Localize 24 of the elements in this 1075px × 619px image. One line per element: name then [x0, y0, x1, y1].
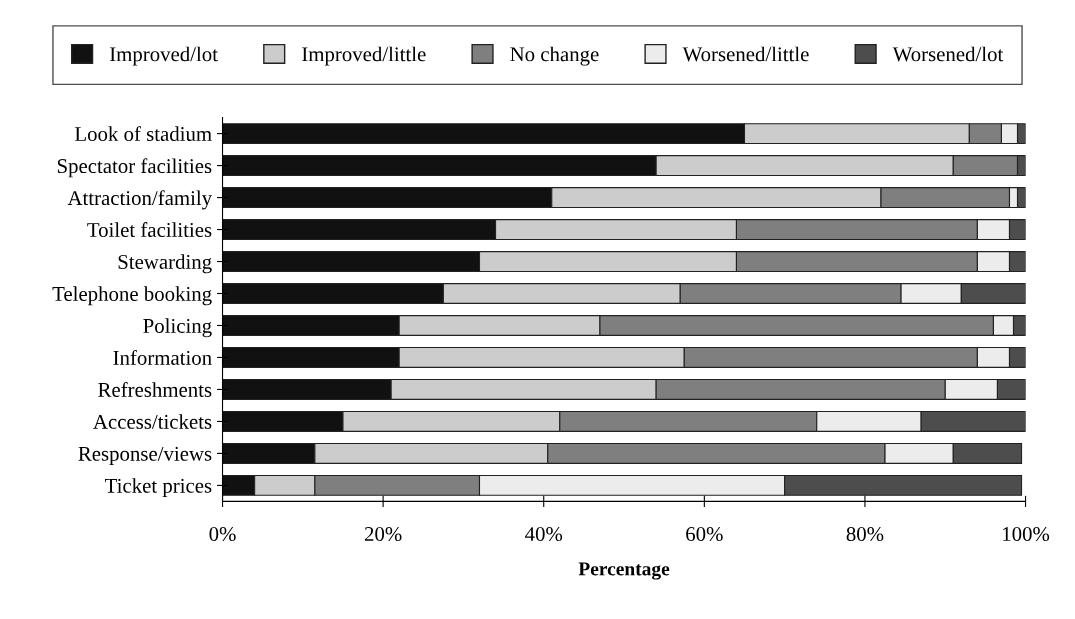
y-tick-label: Information — [113, 350, 212, 365]
y-tick-label: Attraction/family — [67, 190, 213, 210]
x-tick-label: 0% — [209, 526, 236, 542]
y-tick-label: Toilet facilities — [87, 222, 212, 237]
legend-label: No change — [510, 46, 599, 66]
y-tick-label: Refreshments — [98, 382, 212, 397]
y-tick-label: Telephone booking — [52, 286, 212, 306]
legend-label: Improved/little — [302, 46, 426, 66]
x-tick-label: 20% — [364, 526, 402, 542]
x-tick-label: 60% — [686, 526, 723, 542]
y-tick-label: Policing — [143, 318, 212, 338]
y-tick-label: Response/views — [78, 446, 212, 466]
legend-label: Worsened/little — [682, 46, 809, 62]
y-tick-label: Look of stadium — [74, 126, 212, 142]
x-tick-label: 100% — [1003, 526, 1050, 542]
x-axis-title: Percentage — [578, 562, 670, 580]
y-tick-label: Spectator facilities — [57, 158, 212, 178]
y-tick-label: Access/tickets — [93, 414, 212, 429]
x-tick-label: 80% — [846, 526, 884, 542]
y-tick-label: Stewarding — [118, 254, 212, 274]
legend-label: Improved/lot — [109, 46, 218, 66]
legend-label: Worsened/lot — [892, 46, 1004, 62]
y-tick-label: Ticket prices — [105, 478, 212, 498]
x-tick-label: 40% — [525, 526, 563, 542]
